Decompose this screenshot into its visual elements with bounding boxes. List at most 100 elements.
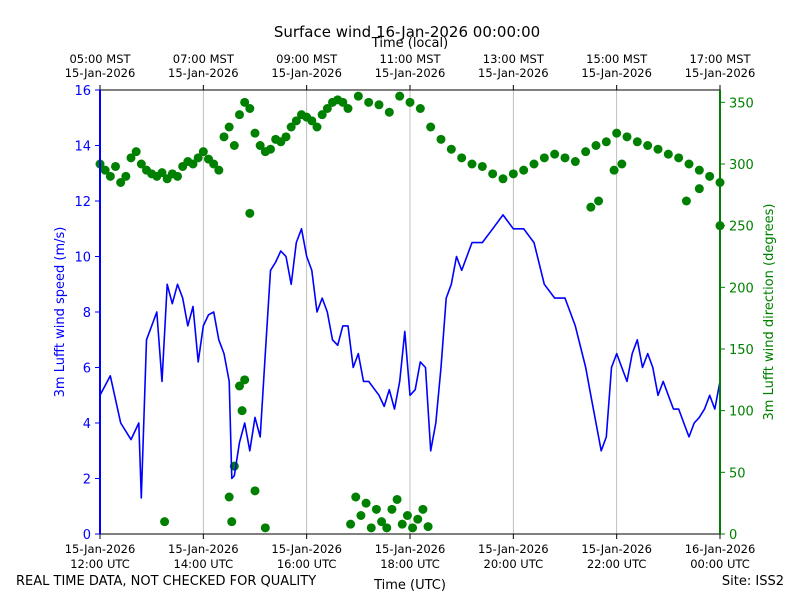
- direction-point: [586, 202, 596, 212]
- direction-point: [643, 141, 653, 150]
- top-tick-date: 15-Jan-2026: [581, 66, 652, 80]
- direction-point: [498, 174, 508, 184]
- direction-point: [322, 104, 332, 113]
- top-tick-date: 15-Jan-2026: [65, 66, 136, 80]
- right-axis-ticks: 0 50 100 150 200 250 300 350: [720, 96, 754, 543]
- left-tick-label: 2: [83, 473, 91, 488]
- direction-point: [397, 519, 407, 529]
- direction-point: [423, 522, 433, 532]
- left-tick-label: 6: [83, 362, 91, 377]
- direction-point: [193, 153, 203, 163]
- bottom-tick-time: 22:00 UTC: [587, 557, 647, 571]
- direction-point: [413, 514, 423, 524]
- direction-point: [395, 91, 405, 101]
- direction-point: [346, 519, 356, 529]
- direction-point: [312, 122, 322, 132]
- direction-point: [198, 147, 208, 157]
- top-tick-time: 11:00 MST: [379, 52, 441, 66]
- top-tick-date: 15-Jan-2026: [478, 66, 549, 80]
- direction-point: [529, 159, 539, 169]
- direction-point: [105, 171, 115, 181]
- direction-point: [237, 406, 247, 416]
- direction-point: [240, 97, 250, 107]
- direction-point: [260, 523, 270, 533]
- right-tick-label: 0: [729, 528, 737, 543]
- direction-point: [405, 97, 415, 107]
- direction-point: [227, 517, 237, 527]
- direction-point: [240, 375, 250, 385]
- top-tick-date: 15-Jan-2026: [375, 66, 446, 80]
- direction-point: [343, 104, 353, 113]
- quality-disclaimer: REAL TIME DATA, NOT CHECKED FOR QUALITY: [16, 574, 317, 589]
- direction-point: [694, 165, 704, 175]
- top-tick-time: 15:00 MST: [586, 52, 648, 66]
- bottom-tick-date: 15-Jan-2026: [65, 542, 136, 556]
- direction-point: [291, 116, 301, 126]
- right-axis-label: 3m Lufft wind direction (degrees): [762, 204, 777, 421]
- direction-point: [121, 171, 131, 181]
- direction-point: [157, 168, 167, 178]
- bottom-tick-date: 15-Jan-2026: [478, 542, 549, 556]
- direction-point: [136, 159, 146, 169]
- direction-point: [160, 517, 170, 527]
- top-tick-time: 05:00 MST: [69, 52, 131, 66]
- bottom-tick-date: 16-Jan-2026: [685, 542, 756, 556]
- bottom-axis-label: Time (UTC): [373, 578, 446, 593]
- direction-point: [281, 132, 291, 142]
- direction-point: [219, 132, 229, 142]
- direction-point: [467, 159, 477, 169]
- direction-point: [674, 153, 684, 163]
- direction-point: [250, 128, 260, 138]
- right-tick-label: 300: [729, 158, 754, 173]
- direction-point: [209, 159, 219, 169]
- direction-point: [418, 504, 428, 514]
- bottom-tick-time: 20:00 UTC: [484, 557, 544, 571]
- direction-point: [366, 523, 376, 533]
- direction-point: [663, 149, 673, 159]
- direction-point: [539, 153, 549, 163]
- direction-point: [374, 100, 384, 110]
- top-tick-date: 15-Jan-2026: [685, 66, 756, 80]
- direction-point: [364, 97, 374, 107]
- direction-point: [488, 169, 498, 179]
- direction-point: [446, 144, 456, 154]
- direction-point: [684, 159, 694, 169]
- direction-point: [266, 144, 275, 154]
- bottom-tick-date: 15-Jan-2026: [375, 542, 446, 556]
- direction-point: [356, 511, 366, 520]
- direction-point: [570, 157, 580, 167]
- left-axis-ticks: 0 2 4 6 8 10 12 14 16: [74, 84, 100, 543]
- direction-point: [653, 144, 663, 154]
- direction-point: [617, 159, 627, 169]
- direction-point: [173, 171, 182, 181]
- direction-point: [694, 184, 704, 194]
- direction-point: [508, 169, 518, 179]
- direction-point: [361, 498, 371, 508]
- top-tick-date: 15-Jan-2026: [168, 66, 239, 80]
- site-label: Site: ISS2: [721, 574, 784, 589]
- right-tick-label: 350: [729, 96, 754, 111]
- direction-point: [377, 517, 387, 527]
- direction-point: [612, 128, 622, 138]
- direction-point: [100, 165, 110, 175]
- bottom-tick-time: 00:00 UTC: [690, 557, 750, 571]
- direction-point: [188, 159, 198, 169]
- top-tick-time: 17:00 MST: [689, 52, 751, 66]
- direction-point: [632, 137, 642, 147]
- direction-point: [214, 165, 224, 175]
- direction-point: [307, 116, 317, 126]
- bottom-tick-time: 18:00 UTC: [380, 557, 440, 571]
- top-tick-time: 09:00 MST: [276, 52, 338, 66]
- direction-point: [224, 492, 234, 502]
- direction-point: [255, 141, 265, 150]
- direction-point: [408, 523, 418, 533]
- bottom-tick-time: 14:00 UTC: [174, 557, 234, 571]
- direction-point: [622, 132, 632, 142]
- wind-speed-line: [99, 214, 721, 499]
- direction-point: [111, 161, 120, 171]
- direction-point: [224, 122, 234, 132]
- direction-point: [351, 492, 361, 502]
- direction-point: [550, 149, 560, 159]
- left-tick-label: 16: [74, 84, 91, 99]
